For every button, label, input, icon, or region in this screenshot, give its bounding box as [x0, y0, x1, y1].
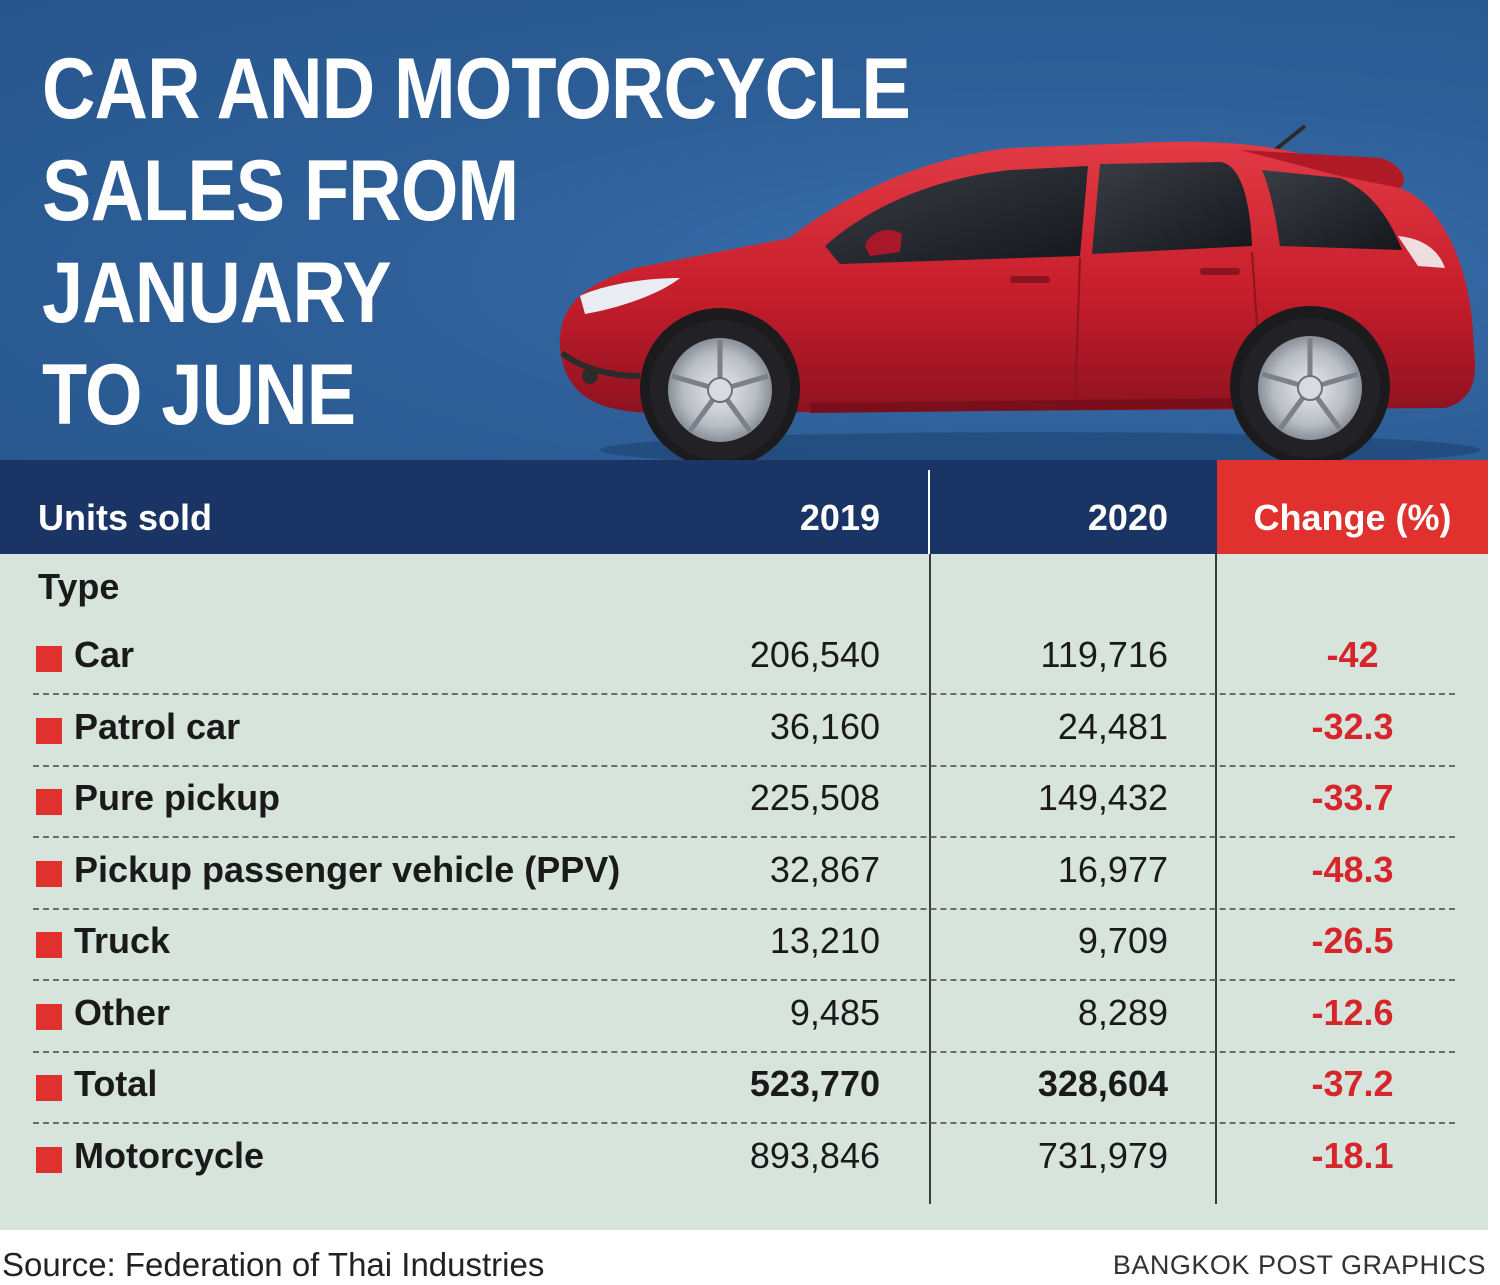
value-2020: 8,289 [1077, 991, 1168, 1033]
value-2019: 36,160 [769, 705, 880, 747]
change-percent: -26.5 [1311, 920, 1394, 961]
header-change-percent: Change (%) [1217, 460, 1488, 554]
change-percent: -37.2 [1311, 1063, 1394, 1104]
value-2019: 32,867 [769, 848, 880, 890]
red-square-bullet-icon [36, 717, 62, 744]
value-2020: 16,977 [1057, 848, 1168, 890]
table-row: Motorcycle 893,846 731,979 -18.1 [0, 1125, 1488, 1197]
change-percent: -12.6 [1311, 991, 1394, 1033]
row-separator [33, 979, 1455, 981]
change-percent: -33.7 [1311, 777, 1394, 818]
red-square-bullet-icon [36, 646, 62, 672]
row-type-label: Total [74, 1063, 158, 1104]
value-2019: 13,210 [769, 920, 880, 961]
value-2020: 731,979 [1037, 1134, 1168, 1176]
row-type-label: Car [74, 634, 135, 675]
table-row: Car 206,540 119,716 -42 [0, 624, 1488, 696]
change-percent: -42 [1326, 634, 1379, 675]
row-separator [33, 836, 1455, 838]
row-type-label: Pure pickup [74, 777, 281, 818]
row-separator [33, 764, 1455, 767]
value-2020: 149,432 [1037, 777, 1168, 818]
value-2020: 328,604 [1037, 1063, 1168, 1104]
row-separator [33, 1050, 1455, 1053]
value-2020: 9,709 [1077, 920, 1168, 961]
chart-title: CAR AND MOTORCYCLE SALES FROM JANUARY TO… [42, 38, 911, 446]
column-divider [1215, 554, 1217, 1204]
row-type-label: Other [74, 991, 171, 1033]
value-2020: 119,716 [1040, 634, 1168, 675]
red-square-bullet-icon [36, 860, 62, 887]
change-percent: -18.1 [1311, 1134, 1394, 1176]
header-2019: 2019 [799, 497, 880, 538]
red-hatchback-car-icon [559, 124, 1480, 460]
title-line-4: TO JUNE [42, 347, 356, 443]
red-square-bullet-icon [36, 1146, 62, 1173]
title-line-2: SALES FROM [42, 143, 519, 239]
table-row: Pickup passenger vehicle (PPV) 32,867 16,9… [0, 839, 1488, 911]
row-type-label: Truck [74, 920, 171, 961]
value-2019: 9,485 [789, 991, 880, 1033]
table-row: Pure pickup 225,508 149,432 -33.7 [0, 767, 1488, 839]
row-separator [33, 1122, 1455, 1124]
value-2019: 225,508 [749, 777, 880, 818]
change-percent: -32.3 [1311, 705, 1394, 747]
type-group-label: Type [38, 566, 120, 607]
value-2019: 206,540 [749, 634, 880, 675]
row-separator [33, 693, 1455, 695]
red-square-bullet-icon [36, 932, 62, 958]
row-separator [33, 907, 1455, 910]
table-body: Type Car 206,540 119,716 -42 Patrol car 36,16… [0, 554, 1488, 1230]
value-2019: 893,846 [749, 1134, 880, 1176]
header-column-divider [928, 470, 930, 554]
red-square-bullet-icon [36, 1003, 62, 1030]
table-row: Truck 13,210 9,709 -26.5 [0, 910, 1488, 982]
row-type-label: Patrol car [74, 705, 241, 747]
source-note: Source: Federation of Thai Industries [2, 1246, 545, 1283]
column-divider [929, 554, 931, 1204]
graphics-credit: BANGKOK POST GRAPHICS [1112, 1250, 1486, 1280]
header-units-sold: Units sold [38, 497, 213, 538]
header-2020: 2020 [1087, 497, 1168, 538]
table-row: Patrol car 36,160 24,481 -32.3 [0, 696, 1488, 768]
change-percent: -48.3 [1311, 848, 1394, 890]
red-square-bullet-icon [36, 789, 62, 815]
value-2020: 24,481 [1057, 705, 1168, 747]
table-header-row: Units sold 2019 2020 Change (%) [0, 460, 1488, 554]
title-line-1: CAR AND MOTORCYCLE [42, 41, 911, 137]
table-row: Total 523,770 328,604 -37.2 [0, 1053, 1488, 1125]
table-row: Other 9,485 8,289 -12.6 [0, 982, 1488, 1054]
row-type-label: Pickup passenger vehicle (PPV) [74, 848, 621, 890]
title-banner: CAR AND MOTORCYCLE SALES FROM JANUARY TO… [0, 0, 1488, 460]
row-type-label: Motorcycle [74, 1134, 265, 1176]
red-square-bullet-icon [36, 1075, 62, 1101]
value-2019: 523,770 [749, 1063, 880, 1104]
title-line-3: JANUARY [42, 245, 392, 341]
